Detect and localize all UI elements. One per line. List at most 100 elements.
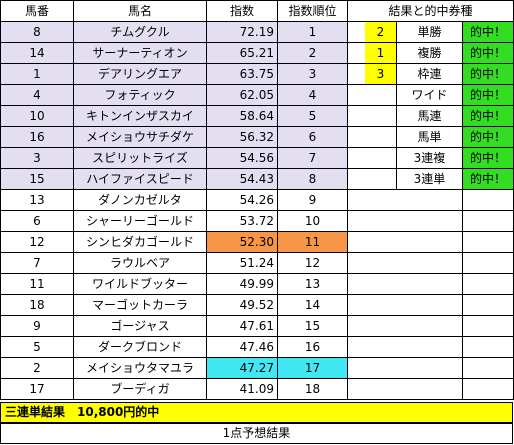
result-spacer — [347, 21, 365, 43]
horse-rank: 1 — [277, 21, 348, 43]
empty-cell — [461, 273, 514, 295]
table-row: 9 ゴージャス 47.61 15 — [0, 315, 514, 337]
horse-index: 58.64 — [206, 105, 278, 127]
result-place: 2 — [364, 21, 397, 43]
horse-rank: 5 — [277, 105, 348, 127]
horse-number: 12 — [0, 231, 74, 253]
bet-type: 複勝 — [396, 42, 463, 64]
table-row: 8 チムグクル 72.19 1 2 単勝 的中！ — [0, 21, 514, 43]
result-place — [364, 105, 397, 127]
horse-rank: 11 — [277, 231, 348, 253]
result-spacer — [347, 42, 365, 64]
horse-number: 4 — [0, 84, 74, 106]
table-row: 14 サーナーティオン 65.21 2 1 複勝 的中！ — [0, 42, 514, 64]
horse-number: 7 — [0, 252, 74, 274]
result-place — [364, 84, 397, 106]
horse-index: 52.30 — [206, 231, 278, 253]
col-header-name: 馬名 — [73, 0, 207, 22]
empty-cell — [396, 273, 463, 295]
empty-cell — [347, 273, 365, 295]
horse-number: 13 — [0, 189, 74, 211]
horse-number: 17 — [0, 378, 74, 400]
horse-rank: 12 — [277, 252, 348, 274]
empty-cell — [461, 231, 514, 253]
horse-name: シャーリーゴールド — [73, 210, 207, 232]
horse-number: 9 — [0, 315, 74, 337]
horse-number: 1 — [0, 63, 74, 85]
horse-index: 49.99 — [206, 273, 278, 295]
empty-cell — [347, 252, 365, 274]
empty-cell — [461, 210, 514, 232]
horse-rank: 8 — [277, 168, 348, 190]
result-place — [364, 126, 397, 148]
result-place — [364, 168, 397, 190]
empty-cell — [347, 231, 365, 253]
horse-name: ワイルドブッター — [73, 273, 207, 295]
table-row: 7 ラウルベア 51.24 12 — [0, 252, 514, 274]
horse-index: 47.61 — [206, 315, 278, 337]
empty-cell — [364, 378, 397, 400]
table-row: 10 キトンインザスカイ 58.64 5 馬連 的中！ — [0, 105, 514, 127]
horse-index: 54.43 — [206, 168, 278, 190]
horse-rank: 7 — [277, 147, 348, 169]
horse-index: 63.75 — [206, 63, 278, 85]
empty-cell — [347, 294, 365, 316]
horse-rank: 16 — [277, 336, 348, 358]
empty-cell — [396, 294, 463, 316]
hit-badge: 的中！ — [461, 105, 514, 127]
horse-index: 54.26 — [206, 189, 278, 211]
horse-name: チムグクル — [73, 21, 207, 43]
horse-rank: 9 — [277, 189, 348, 211]
table-row: 12 シンヒダカゴールド 52.30 11 — [0, 231, 514, 253]
horse-rank: 15 — [277, 315, 348, 337]
col-header-result: 結果と的中券種 — [346, 0, 514, 22]
horse-index: 51.24 — [206, 252, 278, 274]
empty-cell — [396, 357, 463, 379]
horse-index: 53.72 — [206, 210, 278, 232]
empty-cell — [461, 189, 514, 211]
header-row: 馬番 馬名 指数 指数順位 結果と的中券種 — [0, 0, 514, 22]
empty-cell — [364, 210, 397, 232]
empty-cell — [364, 294, 397, 316]
horse-name: シンヒダカゴールド — [73, 231, 207, 253]
horse-number: 8 — [0, 21, 74, 43]
horse-rank: 14 — [277, 294, 348, 316]
horse-name: ハイファイスピード — [73, 168, 207, 190]
col-header-rank: 指数順位 — [277, 0, 348, 22]
horse-rank: 10 — [277, 210, 348, 232]
horse-name: サーナーティオン — [73, 42, 207, 64]
empty-cell — [461, 357, 514, 379]
horse-rank: 18 — [277, 378, 348, 400]
empty-cell — [396, 315, 463, 337]
horse-name: デアリングエア — [73, 63, 207, 85]
horse-rank: 3 — [277, 63, 348, 85]
result-place — [364, 147, 397, 169]
horse-name: スピリットライズ — [73, 147, 207, 169]
hit-badge: 的中！ — [461, 84, 514, 106]
horse-number: 3 — [0, 147, 74, 169]
table-row: 5 ダークブロンド 47.46 16 — [0, 336, 514, 358]
horse-name: フォティック — [73, 84, 207, 106]
horse-rank: 2 — [277, 42, 348, 64]
result-place: 3 — [364, 63, 397, 85]
table-row: 13 ダノンカゼルタ 54.26 9 — [0, 189, 514, 211]
table-row: 2 メイショウタマユラ 47.27 17 — [0, 357, 514, 379]
empty-cell — [461, 252, 514, 274]
empty-cell — [347, 315, 365, 337]
horse-name: ダノンカゼルタ — [73, 189, 207, 211]
col-header-index: 指数 — [206, 0, 278, 22]
empty-cell — [396, 231, 463, 253]
horse-rank: 4 — [277, 84, 348, 106]
result-spacer — [347, 105, 365, 127]
horse-index: 65.21 — [206, 42, 278, 64]
empty-cell — [396, 252, 463, 274]
empty-cell — [347, 357, 365, 379]
horse-name: ダークブロンド — [73, 336, 207, 358]
empty-cell — [396, 210, 463, 232]
horse-number: 2 — [0, 357, 74, 379]
result-place: 1 — [364, 42, 397, 64]
hit-badge: 的中！ — [461, 147, 514, 169]
bet-type: 馬単 — [396, 126, 463, 148]
bet-type: 馬連 — [396, 105, 463, 127]
result-spacer — [347, 126, 365, 148]
